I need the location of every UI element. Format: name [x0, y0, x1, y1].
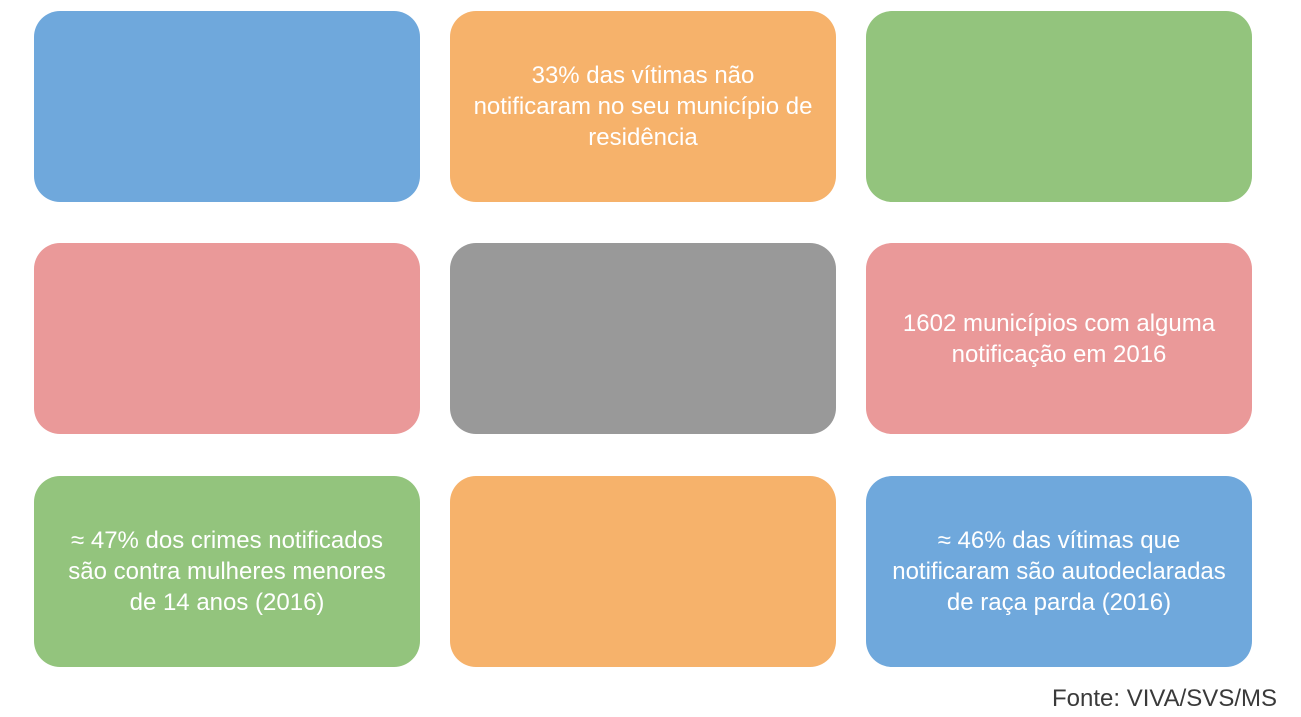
tile-6-text: 1602 municípios com alguma notificação e…	[902, 309, 1216, 368]
tile-7: ≈ 47% dos crimes notificados são contra …	[34, 476, 420, 667]
tile-6: 1602 municípios com alguma notificação e…	[866, 243, 1252, 434]
tile-8	[450, 476, 836, 667]
tile-4	[34, 243, 420, 434]
tile-2: 33% das vítimas não notificaram no seu m…	[450, 11, 836, 202]
tile-3	[866, 11, 1252, 202]
tile-9-text: ≈ 46% das vítimas que notificaram são au…	[892, 527, 1226, 616]
tile-1	[34, 11, 420, 202]
tile-9: ≈ 46% das vítimas que notificaram são au…	[866, 476, 1252, 667]
tile-5	[450, 243, 836, 434]
source-caption: Fonte: VIVA/SVS/MS	[1052, 685, 1277, 712]
tile-7-text: ≈ 47% dos crimes notificados são contra …	[68, 527, 386, 616]
tile-2-text: 33% das vítimas não notificaram no seu m…	[473, 62, 813, 151]
